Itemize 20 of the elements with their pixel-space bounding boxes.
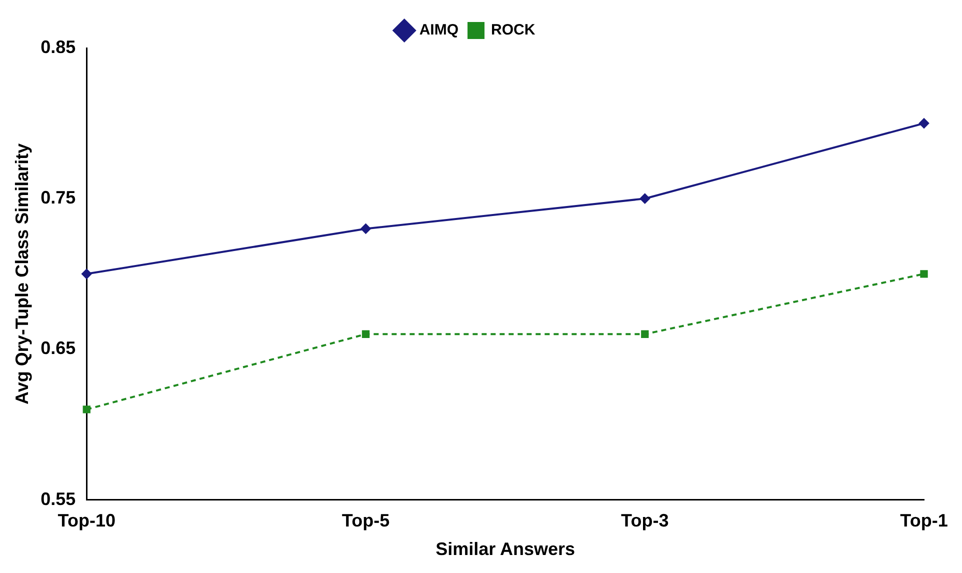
x-tick-label: Top-3	[621, 510, 669, 531]
y-tick-label: 0.65	[40, 338, 76, 358]
legend-label: ROCK	[491, 22, 536, 39]
y-tick-label: 0.75	[40, 188, 76, 208]
point	[641, 330, 649, 338]
legend-label: AIMQ	[419, 22, 459, 39]
point	[640, 194, 650, 204]
point	[362, 330, 370, 338]
point	[82, 406, 90, 414]
point	[919, 118, 929, 128]
point	[360, 224, 371, 234]
point	[82, 268, 92, 279]
x-tick-label: Top-5	[342, 510, 390, 531]
x-tick-label: Top-10	[58, 510, 116, 531]
y-tick-label: 0.85	[40, 36, 76, 57]
y-axis-title: Avg Qry-Tuple Class Similarity	[12, 143, 32, 404]
y-tick-label: 0.55	[40, 488, 76, 509]
x-tick-label: Top-1	[900, 510, 948, 531]
x-axis-title: Similar Answers	[436, 539, 576, 560]
point	[920, 270, 928, 278]
